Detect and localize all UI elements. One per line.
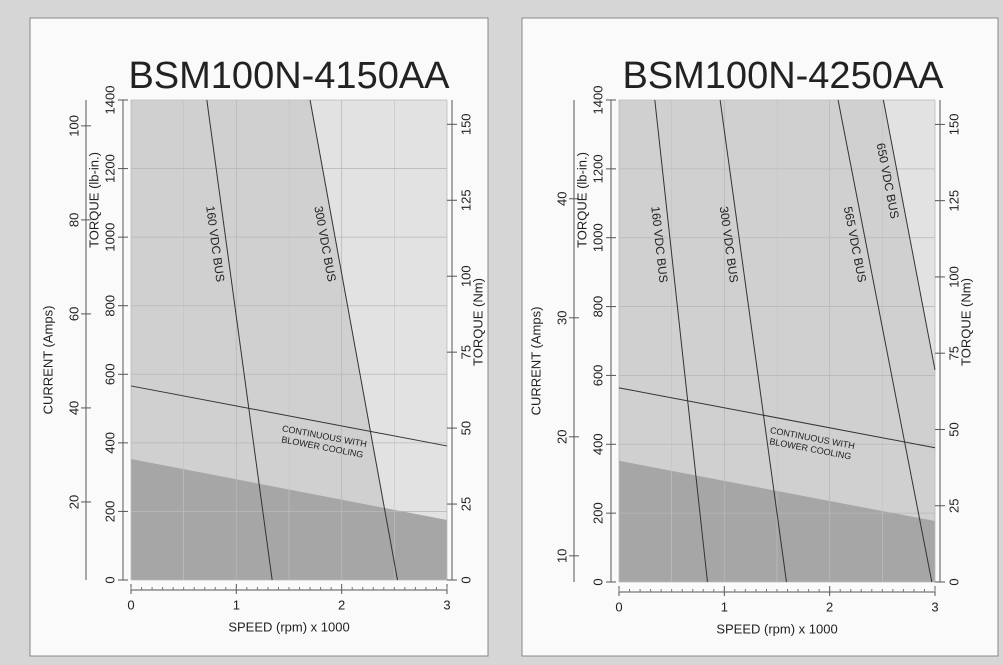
torque-lbin-tick-label: 400 [102, 432, 117, 454]
torque-lbin-tick-label: 400 [590, 433, 605, 455]
torque-nm-tick-label: 125 [946, 190, 961, 212]
torque-nm-tick-label: 75 [458, 345, 473, 359]
x-tick-label: 3 [443, 597, 450, 612]
curve [882, 99, 936, 371]
x-tick-label: 2 [338, 597, 345, 612]
x-axis-label: SPEED (rpm) x 1000 [228, 619, 349, 634]
torque-lbin-tick-label: 1400 [102, 86, 117, 115]
torque-lbin-tick-label: 1200 [590, 154, 605, 183]
current-tick-label: 40 [66, 401, 81, 415]
torque-nm-tick-label: 125 [458, 189, 473, 211]
curve [309, 99, 398, 581]
current-tick-label: 100 [66, 115, 81, 137]
torque-lbin-tick-label: 600 [590, 365, 605, 387]
torque-lbin-tick-label: 0 [102, 576, 117, 583]
x-tick-label: 1 [721, 599, 728, 614]
current-tick-label: 40 [554, 192, 569, 206]
torque-lbin-tick-label: 1000 [102, 223, 117, 252]
x-tick-label: 0 [127, 597, 134, 612]
x-axis-label: SPEED (rpm) x 1000 [716, 621, 837, 636]
x-tick-label: 0 [615, 599, 622, 614]
torque-lbin-axis-label: TORQUE (lb-in.) [86, 152, 101, 248]
curve [130, 385, 448, 447]
speed-region [131, 100, 398, 580]
curve [837, 99, 933, 583]
current-tick-label: 60 [66, 307, 81, 321]
current-tick-label: 20 [66, 495, 81, 509]
x-tick-label: 2 [826, 599, 833, 614]
curve [618, 387, 936, 449]
torque-lbin-tick-label: 1400 [590, 86, 605, 115]
curve [719, 99, 787, 583]
torque-nm-tick-label: 100 [946, 266, 961, 288]
x-tick-label: 1 [233, 597, 240, 612]
torque-lbin-tick-label: 200 [590, 502, 605, 524]
current-tick-label: 20 [554, 430, 569, 444]
torque-nm-tick-label: 150 [946, 114, 961, 136]
current-tick-label: 10 [554, 549, 569, 563]
torque-nm-tick-label: 25 [946, 498, 961, 512]
torque-lbin-tick-label: 800 [102, 295, 117, 317]
torque-lbin-tick-label: 800 [590, 296, 605, 318]
torque-nm-axis-label: TORQUE (Nm) [470, 278, 485, 366]
chart-title: BSM100N-4250AA [622, 55, 944, 97]
current-tick-label: 80 [66, 213, 81, 227]
torque-nm-axis-label: TORQUE (Nm) [958, 278, 973, 366]
torque-nm-tick-label: 75 [946, 346, 961, 360]
torque-lbin-tick-label: 200 [102, 501, 117, 523]
chart-title: BSM100N-4150AA [128, 55, 450, 97]
torque-lbin-tick-label: 600 [102, 363, 117, 385]
torque-nm-tick-label: 100 [458, 265, 473, 287]
current-axis-label: CURRENT (Amps) [40, 306, 55, 415]
torque-lbin-tick-label: 0 [590, 578, 605, 585]
curve [654, 99, 708, 583]
curve [206, 99, 273, 581]
torque-lbin-tick-label: 1000 [590, 223, 605, 252]
torque-nm-tick-label: 0 [946, 578, 961, 585]
torque-lbin-axis-label: TORQUE (lb-in.) [574, 152, 589, 248]
torque-nm-tick-label: 50 [946, 422, 961, 436]
current-axis-label: CURRENT (Amps) [528, 307, 543, 416]
torque-lbin-tick-label: 1200 [102, 154, 117, 183]
current-tick-label: 30 [554, 311, 569, 325]
x-tick-label: 3 [931, 599, 938, 614]
torque-nm-tick-label: 0 [458, 576, 473, 583]
torque-nm-tick-label: 50 [458, 421, 473, 435]
torque-nm-tick-label: 150 [458, 113, 473, 135]
torque-nm-tick-label: 25 [458, 497, 473, 511]
